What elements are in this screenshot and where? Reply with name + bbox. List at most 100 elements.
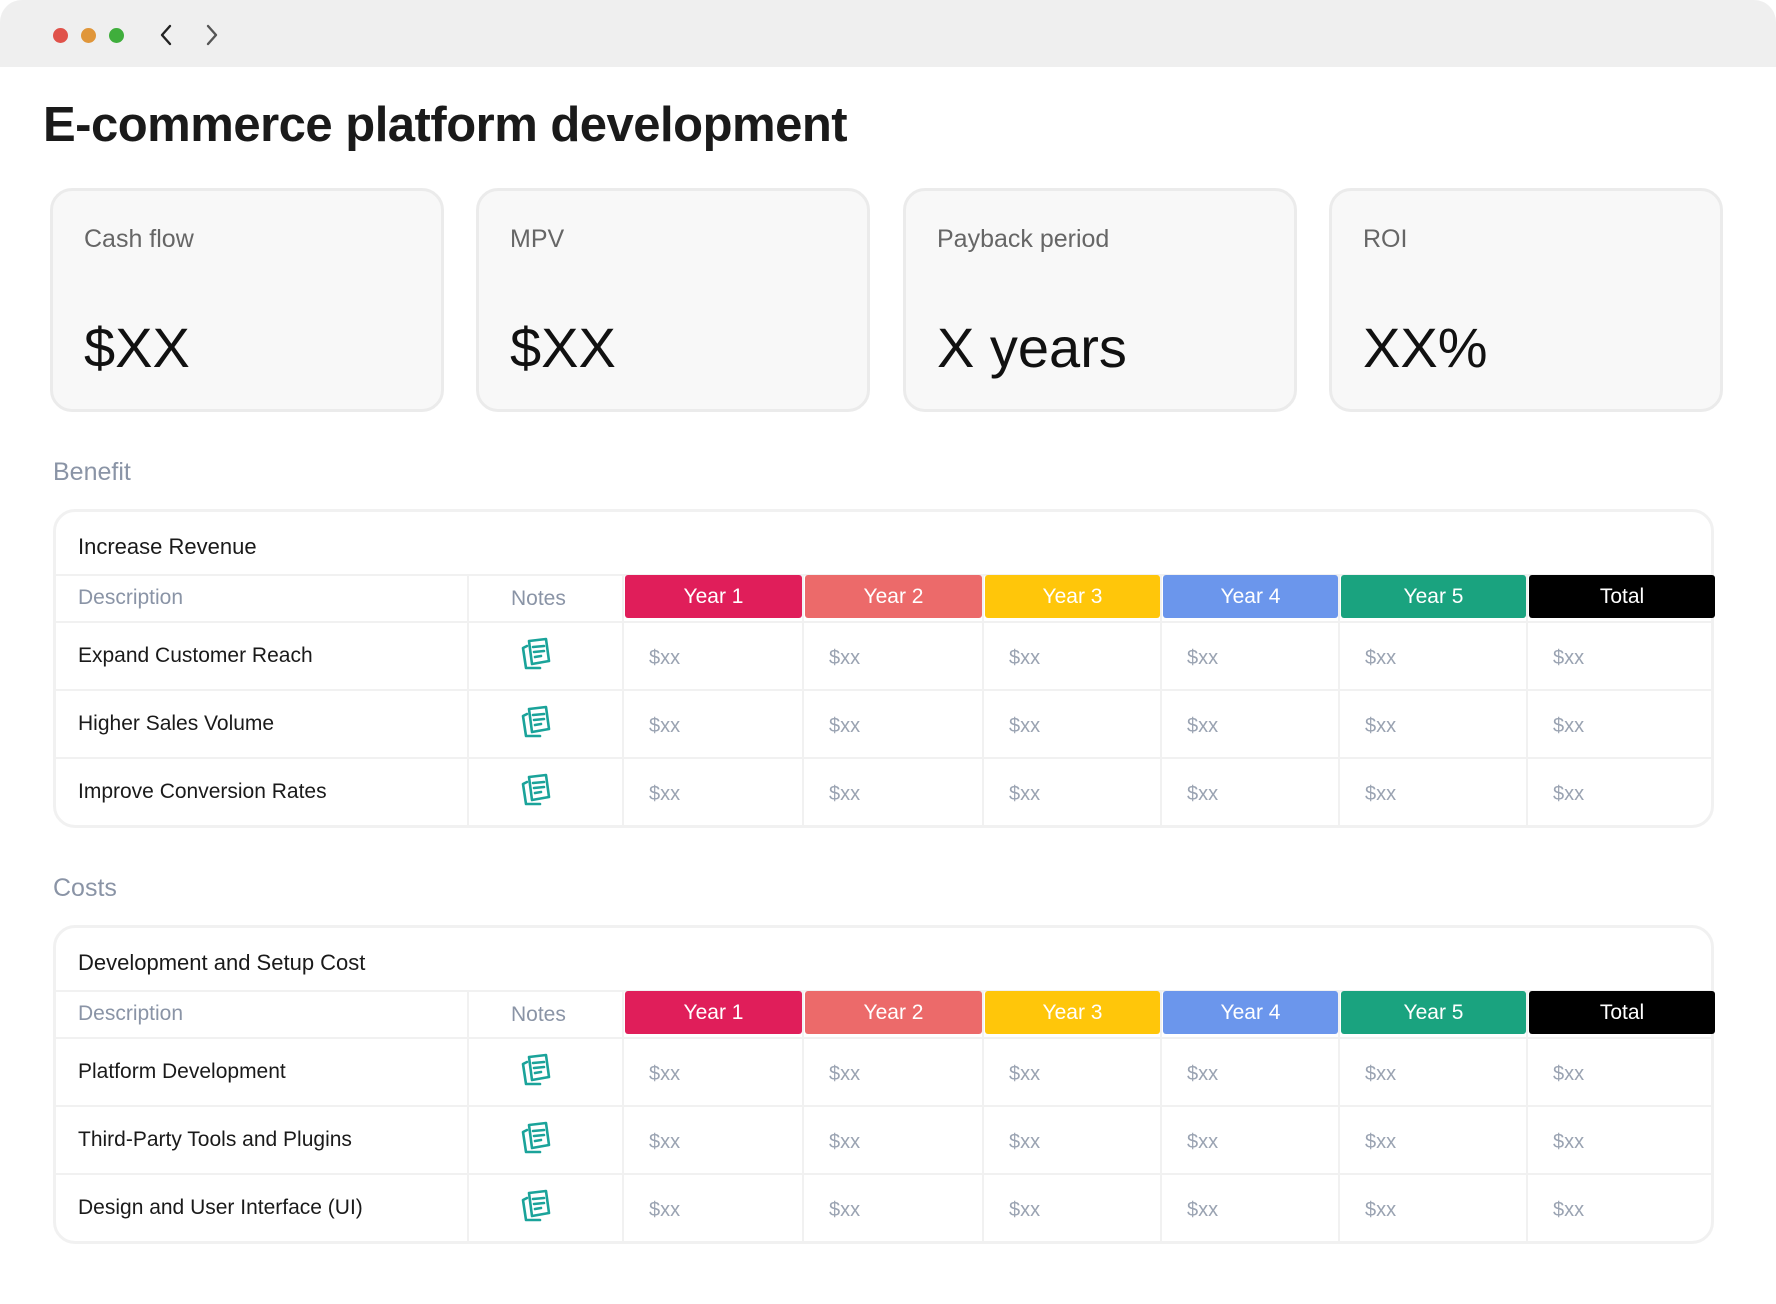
notes-icon[interactable] bbox=[518, 1119, 554, 1157]
cell-value[interactable]: $xx bbox=[1365, 715, 1397, 737]
cell-value[interactable]: $xx bbox=[1365, 783, 1397, 805]
cell-value[interactable]: $xx bbox=[1187, 1199, 1219, 1221]
column-divider bbox=[982, 990, 984, 1241]
column-divider bbox=[1338, 574, 1340, 825]
row-divider bbox=[56, 689, 1711, 691]
kpi-value: XX% bbox=[1363, 316, 1488, 379]
column-divider bbox=[802, 574, 804, 825]
cell-value[interactable]: $xx bbox=[1187, 647, 1219, 669]
row-divider bbox=[56, 757, 1711, 759]
row-description: Higher Sales Volume bbox=[78, 712, 275, 735]
cell-value[interactable]: $xx bbox=[1553, 647, 1585, 669]
row-divider bbox=[56, 1037, 1711, 1039]
column-divider bbox=[1160, 990, 1162, 1241]
cell-value[interactable]: $xx bbox=[829, 1131, 861, 1153]
kpi-label: Cash flow bbox=[84, 225, 194, 253]
cell-value[interactable]: $xx bbox=[1365, 1063, 1397, 1085]
column-divider bbox=[467, 574, 469, 825]
column-divider bbox=[802, 990, 804, 1241]
notes-icon[interactable] bbox=[518, 1187, 554, 1225]
cell-value[interactable]: $xx bbox=[1365, 1131, 1397, 1153]
cell-value[interactable]: $xx bbox=[1553, 1199, 1585, 1221]
kpi-value: $XX bbox=[84, 316, 190, 379]
column-header-year-3: Year 3 bbox=[985, 575, 1160, 618]
row-description: Platform Development bbox=[78, 1060, 286, 1083]
notes-icon[interactable] bbox=[518, 635, 554, 673]
section-label-benefit: Benefit bbox=[53, 458, 131, 486]
column-divider bbox=[622, 574, 624, 825]
column-header-year-5: Year 5 bbox=[1341, 991, 1526, 1034]
table-title: Development and Setup Cost bbox=[78, 950, 366, 975]
cell-value[interactable]: $xx bbox=[829, 1199, 861, 1221]
column-header-year-4: Year 4 bbox=[1163, 991, 1338, 1034]
chevron-right-icon bbox=[206, 24, 218, 46]
cell-value[interactable]: $xx bbox=[1553, 783, 1585, 805]
cell-value[interactable]: $xx bbox=[829, 715, 861, 737]
cell-value[interactable]: $xx bbox=[1187, 783, 1219, 805]
forward-button[interactable] bbox=[199, 22, 225, 48]
cell-value[interactable]: $xx bbox=[1365, 647, 1397, 669]
cell-value[interactable]: $xx bbox=[649, 1131, 681, 1153]
cell-value[interactable]: $xx bbox=[1009, 1063, 1041, 1085]
column-divider bbox=[1526, 574, 1528, 825]
kpi-label: MPV bbox=[510, 225, 565, 253]
cell-value[interactable]: $xx bbox=[1009, 1199, 1041, 1221]
cell-value[interactable]: $xx bbox=[649, 647, 681, 669]
cell-value[interactable]: $xx bbox=[829, 647, 861, 669]
close-window-button[interactable] bbox=[53, 28, 68, 43]
page-title: E-commerce platform development bbox=[43, 98, 848, 152]
column-header-year-3: Year 3 bbox=[985, 991, 1160, 1034]
column-divider bbox=[1160, 574, 1162, 825]
column-header-year-1: Year 1 bbox=[625, 991, 802, 1034]
cell-value[interactable]: $xx bbox=[1553, 1131, 1585, 1153]
notes-icon[interactable] bbox=[518, 771, 554, 809]
table-title: Increase Revenue bbox=[78, 534, 257, 559]
row-description: Improve Conversion Rates bbox=[78, 780, 327, 803]
cell-value[interactable]: $xx bbox=[649, 1063, 681, 1085]
column-header-total: Total bbox=[1529, 991, 1715, 1034]
row-divider bbox=[56, 1173, 1711, 1175]
row-description: Design and User Interface (UI) bbox=[78, 1196, 363, 1219]
column-header-notes: Notes bbox=[511, 1003, 566, 1026]
column-header-total: Total bbox=[1529, 575, 1715, 618]
kpi-label: ROI bbox=[1363, 225, 1408, 253]
column-header-year-4: Year 4 bbox=[1163, 575, 1338, 618]
cell-value[interactable]: $xx bbox=[1365, 1199, 1397, 1221]
column-divider bbox=[1338, 990, 1340, 1241]
column-header-notes: Notes bbox=[511, 587, 566, 610]
row-description: Third-Party Tools and Plugins bbox=[78, 1128, 352, 1151]
column-header-year-2: Year 2 bbox=[805, 575, 982, 618]
cell-value[interactable]: $xx bbox=[1009, 715, 1041, 737]
cell-value[interactable]: $xx bbox=[1009, 647, 1041, 669]
chevron-left-icon bbox=[160, 24, 172, 46]
cell-value[interactable]: $xx bbox=[829, 1063, 861, 1085]
kpi-value: $XX bbox=[510, 316, 616, 379]
minimize-window-button[interactable] bbox=[81, 28, 96, 43]
column-header-year-5: Year 5 bbox=[1341, 575, 1526, 618]
notes-icon[interactable] bbox=[518, 1051, 554, 1089]
cell-value[interactable]: $xx bbox=[1187, 715, 1219, 737]
cell-value[interactable]: $xx bbox=[829, 783, 861, 805]
cell-value[interactable]: $xx bbox=[1009, 1131, 1041, 1153]
cell-value[interactable]: $xx bbox=[1009, 783, 1041, 805]
benefit-table: Increase Revenue Description Notes Year 1 Ye… bbox=[53, 509, 1715, 828]
cell-value[interactable]: $xx bbox=[1187, 1131, 1219, 1153]
kpi-card-roi: ROI XX% bbox=[1329, 188, 1723, 412]
maximize-window-button[interactable] bbox=[109, 28, 124, 43]
column-header-description: Description bbox=[78, 586, 184, 609]
cell-value[interactable]: $xx bbox=[1553, 715, 1585, 737]
column-divider bbox=[622, 990, 624, 1241]
column-header-year-2: Year 2 bbox=[805, 991, 982, 1034]
cell-value[interactable]: $xx bbox=[649, 783, 681, 805]
kpi-value: X years bbox=[937, 316, 1127, 379]
column-header-year-1: Year 1 bbox=[625, 575, 802, 618]
cell-value[interactable]: $xx bbox=[649, 715, 681, 737]
row-description: Expand Customer Reach bbox=[78, 644, 313, 667]
cell-value[interactable]: $xx bbox=[1187, 1063, 1219, 1085]
cell-value[interactable]: $xx bbox=[649, 1199, 681, 1221]
back-button[interactable] bbox=[153, 22, 179, 48]
kpi-label: Payback period bbox=[937, 225, 1110, 253]
cell-value[interactable]: $xx bbox=[1553, 1063, 1585, 1085]
notes-icon[interactable] bbox=[518, 703, 554, 741]
column-divider bbox=[467, 990, 469, 1241]
